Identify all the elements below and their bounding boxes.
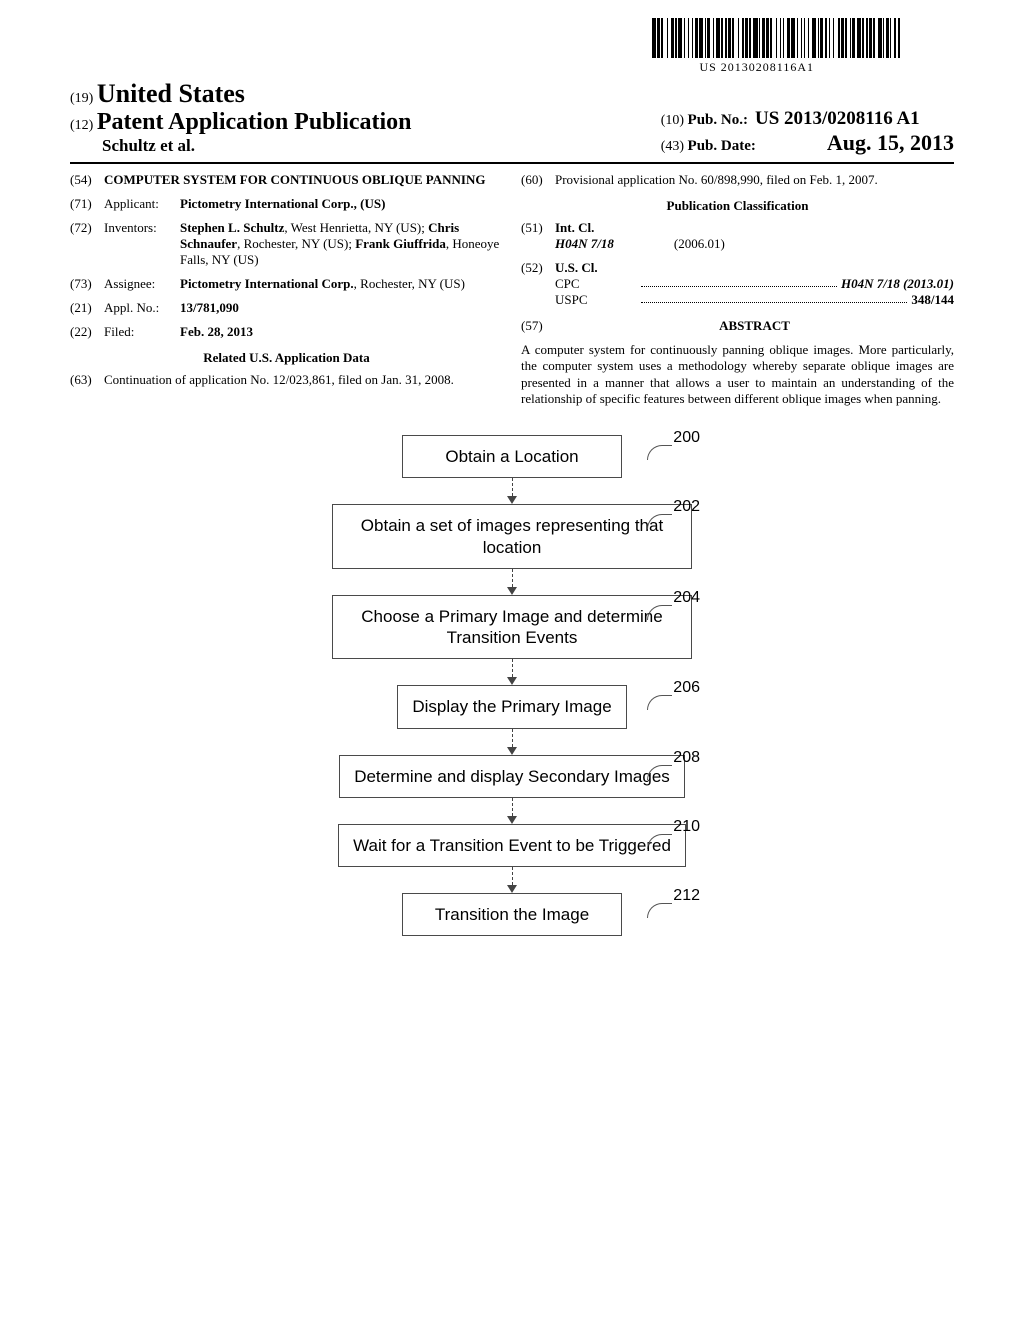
flow-step-number: 210 (673, 818, 700, 836)
intcl-block: Int. Cl. H04N 7/18 (2006.01) (555, 220, 954, 252)
appl-number: 13/781,090 (180, 300, 239, 315)
flow-box: Obtain a set of images representing that… (332, 504, 692, 569)
abstract-label: ABSTRACT (555, 318, 954, 334)
filed-code: (22) (70, 324, 104, 340)
flow-box: Wait for a Transition Event to be Trigge… (338, 824, 686, 867)
filed-date: Feb. 28, 2013 (180, 324, 253, 339)
dots (641, 292, 907, 303)
pubdate-code: (43) (661, 139, 684, 154)
intcl-date: (2006.01) (674, 236, 725, 252)
flow-step-number: 202 (673, 498, 700, 516)
patent-page: US 20130208116A1 (19) United States (12)… (0, 0, 1024, 976)
related-data-title: Related U.S. Application Data (70, 350, 503, 366)
title-code: (54) (70, 172, 104, 188)
pubdate: Aug. 15, 2013 (827, 130, 954, 155)
applicant-label: Applicant: (104, 196, 180, 212)
country-code: (19) (70, 91, 93, 106)
applicant-value: Pictometry International Corp., (US) (180, 196, 503, 212)
flow-step: Choose a Primary Image and determine Tra… (332, 595, 692, 660)
flow-step: Display the Primary Image206 (332, 685, 692, 728)
pubno-label: Pub. No.: (688, 112, 748, 128)
barcode (652, 18, 904, 58)
flow-step: Transition the Image212 (332, 893, 692, 936)
applicant-code: (71) (70, 196, 104, 212)
inventors-value: Stephen L. Schultz, West Henrietta, NY (… (180, 220, 503, 268)
intcl-code: (51) (521, 220, 555, 252)
abstract-text: A computer system for continuously panni… (521, 342, 954, 407)
uscl-block: U.S. Cl. CPC H04N 7/18 (2013.01) USPC 34… (555, 260, 954, 308)
filed-value: Feb. 28, 2013 (180, 324, 503, 340)
flow-step-number: 206 (673, 679, 700, 697)
flow-step: Obtain a set of images representing that… (332, 504, 692, 569)
header-left: (19) United States (12) Patent Applicati… (70, 79, 412, 156)
filed-label: Filed: (104, 324, 180, 340)
flow-box: Choose a Primary Image and determine Tra… (332, 595, 692, 660)
appl-value: 13/781,090 (180, 300, 503, 316)
appl-code: (21) (70, 300, 104, 316)
flow-box: Determine and display Secondary Images (339, 755, 685, 798)
cont-text: Continuation of application No. 12/023,8… (104, 372, 503, 388)
flow-step: Obtain a Location200 (332, 435, 692, 478)
flowchart: Obtain a Location200 Obtain a set of imag… (332, 435, 692, 936)
uscl-code: (52) (521, 260, 555, 308)
flow-step-number: 212 (673, 887, 700, 905)
uspc-label: USPC (555, 292, 637, 308)
pubno-code: (10) (661, 113, 684, 128)
barcode-block: US 20130208116A1 (70, 18, 954, 75)
header: (19) United States (12) Patent Applicati… (70, 79, 954, 156)
header-right: (10) Pub. No.: US 2013/0208116 A1 (43) P… (661, 108, 954, 156)
flow-step: Wait for a Transition Event to be Trigge… (332, 824, 692, 867)
prov-code: (60) (521, 172, 555, 188)
flow-step-number: 204 (673, 589, 700, 607)
applicant-name: Pictometry International Corp., (US) (180, 196, 385, 211)
author-line: Schultz et al. (70, 136, 412, 156)
prov-text: Provisional application No. 60/898,990, … (555, 172, 954, 188)
left-column: (54) COMPUTER SYSTEM FOR CONTINUOUS OBLI… (70, 172, 503, 407)
flow-step-number: 208 (673, 749, 700, 767)
bibliographic-columns: (54) COMPUTER SYSTEM FOR CONTINUOUS OBLI… (70, 172, 954, 407)
right-column: (60) Provisional application No. 60/898,… (521, 172, 954, 407)
flow-step: Determine and display Secondary Images20… (332, 755, 692, 798)
intcl-label: Int. Cl. (555, 220, 594, 235)
abstract-code: (57) (521, 318, 555, 334)
appl-label: Appl. No.: (104, 300, 180, 316)
inventors-label: Inventors: (104, 220, 180, 268)
barcode-text: US 20130208116A1 (699, 60, 814, 75)
flow-step-number: 200 (673, 429, 700, 447)
cont-code: (63) (70, 372, 104, 388)
flow-box: Transition the Image (402, 893, 622, 936)
doc-type: Patent Application Publication (97, 109, 412, 135)
uspc-value: 348/144 (911, 292, 954, 308)
flow-box: Obtain a Location (402, 435, 622, 478)
cpc-value: H04N 7/18 (2013.01) (841, 276, 954, 291)
invention-title: COMPUTER SYSTEM FOR CONTINUOUS OBLIQUE P… (104, 172, 503, 188)
assignee-code: (73) (70, 276, 104, 292)
pub-class-title: Publication Classification (521, 198, 954, 214)
divider (70, 162, 954, 164)
flow-box: Display the Primary Image (397, 685, 626, 728)
assignee-value: Pictometry International Corp., Rocheste… (180, 276, 503, 292)
country: United States (97, 79, 245, 108)
pubno: US 2013/0208116 A1 (755, 108, 920, 129)
doc-code: (12) (70, 118, 93, 133)
inventors-code: (72) (70, 220, 104, 268)
uscl-label: U.S. Cl. (555, 260, 598, 275)
cpc-label: CPC (555, 276, 637, 292)
pubdate-label: Pub. Date: (688, 138, 756, 154)
intcl-symbol: H04N 7/18 (555, 236, 614, 251)
assignee-label: Assignee: (104, 276, 180, 292)
dots (641, 276, 837, 287)
